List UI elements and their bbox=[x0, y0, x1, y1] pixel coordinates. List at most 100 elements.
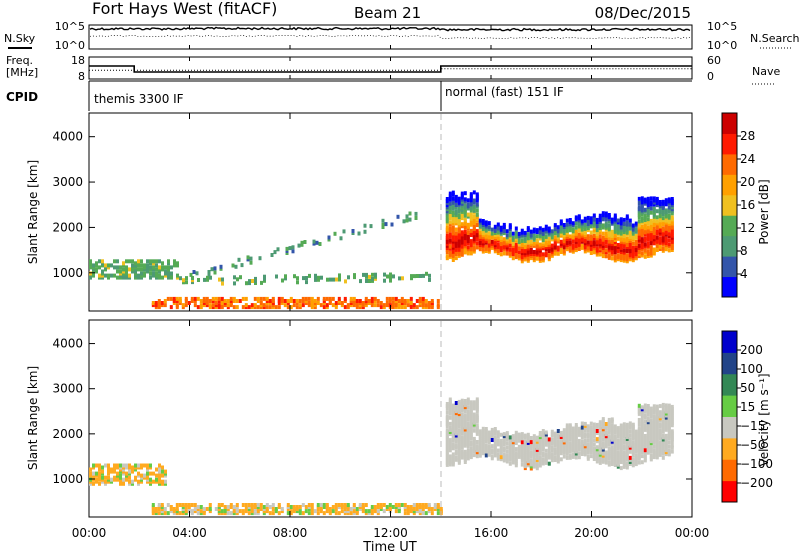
echo-cell bbox=[655, 404, 659, 409]
echo-cell bbox=[643, 419, 647, 424]
echo-cell bbox=[217, 299, 221, 303]
echo-cell bbox=[514, 234, 518, 239]
echo-cell bbox=[475, 231, 479, 236]
echo-cell bbox=[472, 436, 476, 441]
nsky-label: N.Sky bbox=[4, 32, 36, 45]
echo-cell bbox=[649, 427, 653, 431]
echo-cell bbox=[169, 509, 173, 514]
echo-cell bbox=[493, 231, 497, 235]
echo-cell bbox=[649, 406, 653, 411]
echo-cell bbox=[664, 433, 668, 438]
echo-cell bbox=[430, 511, 434, 516]
echo-cell bbox=[487, 231, 491, 236]
echo-cell bbox=[472, 404, 476, 409]
echo-cell bbox=[466, 222, 470, 227]
echo-cell bbox=[307, 303, 311, 308]
echo-cell bbox=[154, 509, 158, 514]
echo-cell bbox=[385, 301, 389, 305]
echo-cell bbox=[460, 412, 464, 417]
echo-cell bbox=[580, 439, 584, 444]
echo-cell bbox=[658, 446, 662, 451]
echo-cell bbox=[583, 444, 587, 449]
echo-cell bbox=[634, 254, 638, 259]
echo-cell bbox=[559, 227, 563, 232]
echo-cell bbox=[277, 511, 281, 516]
echo-cell bbox=[445, 410, 449, 415]
echo-cell bbox=[107, 273, 110, 278]
echo-cell bbox=[408, 211, 412, 216]
echo-cell bbox=[229, 303, 233, 308]
echo-cell bbox=[373, 296, 377, 301]
echo-cell bbox=[664, 202, 668, 207]
echo-cell bbox=[508, 239, 512, 244]
echo-cell bbox=[619, 231, 623, 236]
colorbar-swatch bbox=[722, 133, 737, 155]
echo-cell bbox=[155, 263, 158, 268]
echo-cell bbox=[652, 196, 656, 201]
echo-cell bbox=[400, 299, 404, 303]
echo-cell bbox=[151, 503, 155, 507]
echo-cell bbox=[256, 296, 260, 301]
echo-cell bbox=[475, 429, 479, 434]
echo-cell bbox=[209, 275, 212, 280]
echo-cell bbox=[260, 280, 263, 285]
echo-cell bbox=[592, 438, 596, 443]
echo-cell bbox=[544, 241, 548, 245]
echo-cell bbox=[338, 277, 341, 282]
echo-cell bbox=[466, 409, 470, 414]
echo-cell bbox=[490, 227, 494, 232]
echo-cell bbox=[511, 235, 515, 240]
echo-cell bbox=[202, 509, 206, 514]
echo-cell bbox=[170, 265, 173, 270]
echo-cell bbox=[184, 296, 188, 301]
echo-cell bbox=[161, 479, 164, 484]
echo-cell bbox=[259, 296, 263, 301]
echo-cell bbox=[313, 509, 317, 514]
echo-cell bbox=[208, 509, 212, 514]
echo-cell bbox=[451, 241, 455, 246]
echo-cell bbox=[502, 452, 506, 457]
echo-cell bbox=[337, 503, 341, 507]
echo-cell bbox=[667, 411, 671, 416]
echo-cell bbox=[448, 415, 452, 420]
echo-cell bbox=[643, 254, 647, 259]
echo-cell bbox=[487, 430, 491, 435]
echo-cell bbox=[646, 249, 650, 254]
echo-cell bbox=[610, 246, 614, 251]
echo-cell bbox=[514, 434, 518, 439]
echo-cell bbox=[95, 269, 98, 274]
echo-cell bbox=[92, 475, 95, 480]
echo-cell bbox=[475, 192, 479, 197]
echo-cell bbox=[418, 509, 422, 514]
echo-cell bbox=[595, 217, 599, 222]
echo-cell bbox=[451, 237, 455, 242]
echo-cell bbox=[652, 414, 656, 419]
echo-cell bbox=[300, 240, 304, 245]
echo-cell bbox=[370, 505, 374, 509]
echo-cell bbox=[565, 241, 569, 246]
echo-cell bbox=[469, 241, 473, 246]
echo-cell bbox=[601, 250, 605, 254]
echo-cell bbox=[520, 253, 524, 258]
echo-cell bbox=[460, 435, 464, 440]
echo-cell bbox=[661, 230, 665, 235]
echo-cell bbox=[523, 435, 527, 440]
echo-cell bbox=[364, 509, 368, 514]
echo-cell bbox=[436, 503, 440, 507]
echo-cell bbox=[637, 252, 641, 257]
echo-cell bbox=[445, 440, 449, 445]
echo-cell bbox=[229, 296, 233, 301]
echo-cell bbox=[89, 263, 92, 268]
echo-cell bbox=[457, 399, 461, 404]
echo-cell bbox=[556, 429, 560, 433]
echo-cell bbox=[369, 224, 373, 229]
echo-cell bbox=[421, 296, 425, 301]
echo-cell bbox=[604, 221, 608, 226]
echo-cell bbox=[637, 243, 641, 248]
echo-cell bbox=[195, 271, 199, 276]
echo-cell bbox=[409, 303, 413, 308]
echo-cell bbox=[631, 457, 635, 462]
echo-cell bbox=[499, 438, 503, 443]
echo-cell bbox=[256, 503, 260, 507]
echo-cell bbox=[253, 296, 257, 301]
